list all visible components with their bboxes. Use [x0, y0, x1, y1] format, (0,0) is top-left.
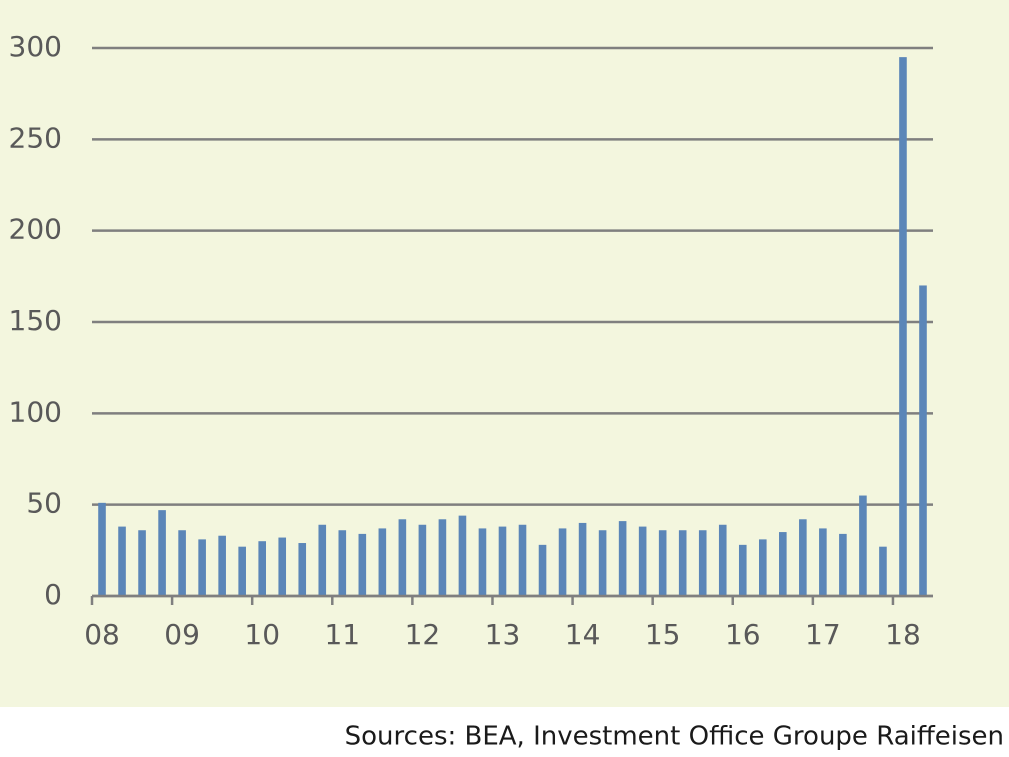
bar — [258, 541, 267, 596]
bar — [558, 528, 567, 596]
bar — [518, 524, 527, 596]
bar — [678, 530, 687, 596]
bar — [98, 502, 106, 596]
bar — [318, 524, 327, 596]
x-tick-label: 09 — [164, 618, 200, 651]
x-tick-label: 13 — [485, 618, 521, 651]
bar — [498, 526, 507, 596]
y-tick-label: 50 — [26, 487, 62, 520]
x-tick-label: 18 — [885, 618, 921, 651]
bar — [879, 546, 887, 596]
y-tick-label: 200 — [9, 213, 62, 246]
x-tick-label: 14 — [565, 618, 601, 651]
x-tick-label: 10 — [244, 618, 280, 651]
bar — [198, 539, 206, 596]
bar — [478, 528, 487, 596]
bar — [578, 522, 587, 596]
x-tick-label: 15 — [645, 618, 681, 651]
bar — [358, 533, 367, 596]
bar — [698, 530, 707, 596]
x-tick-label: 08 — [84, 618, 120, 651]
bar — [738, 544, 747, 596]
bar — [638, 526, 647, 596]
bar — [779, 532, 787, 596]
bar — [178, 530, 186, 596]
bar — [138, 530, 146, 596]
y-tick-label: 0 — [44, 578, 62, 611]
bar — [758, 539, 767, 596]
bar — [338, 530, 347, 596]
bar — [839, 533, 847, 596]
bar — [658, 530, 667, 596]
chart-background — [0, 0, 1009, 707]
y-tick-label: 300 — [9, 30, 62, 63]
bar — [899, 57, 907, 596]
bar — [458, 515, 467, 596]
bar — [158, 510, 166, 596]
bar — [819, 528, 827, 596]
bar — [598, 530, 607, 596]
bar — [238, 546, 246, 596]
bar — [538, 544, 547, 596]
bar — [799, 519, 807, 596]
bar — [378, 528, 387, 596]
x-tick-label: 11 — [324, 618, 360, 651]
bar — [718, 524, 727, 596]
y-tick-label: 100 — [9, 395, 62, 428]
bar — [278, 537, 287, 596]
bar — [398, 519, 407, 596]
source-note: Sources: BEA, Investment Office Groupe R… — [345, 722, 1004, 752]
bar — [859, 495, 867, 596]
bar — [618, 521, 627, 596]
bar — [218, 535, 226, 596]
bar — [418, 524, 427, 596]
y-tick-label: 250 — [9, 121, 62, 154]
bar — [118, 526, 126, 596]
x-tick-label: 16 — [725, 618, 761, 651]
y-tick-label: 150 — [9, 304, 62, 337]
x-tick-label: 12 — [405, 618, 441, 651]
bar — [438, 519, 447, 596]
x-tick-label: 17 — [805, 618, 841, 651]
bar — [919, 285, 927, 596]
bar — [298, 543, 307, 596]
